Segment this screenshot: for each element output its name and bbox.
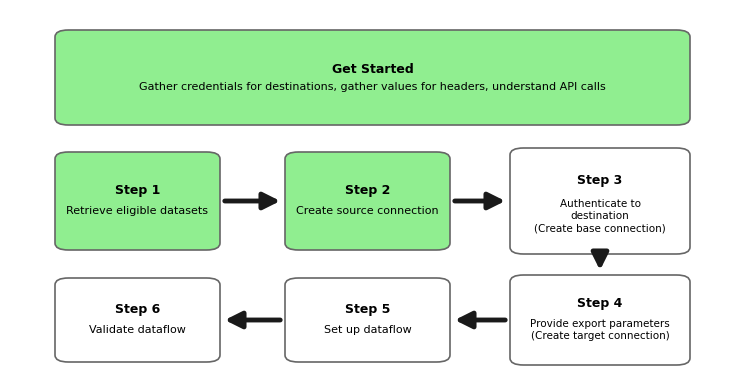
Text: Retrieve eligible datasets: Retrieve eligible datasets	[67, 206, 209, 216]
FancyBboxPatch shape	[285, 278, 450, 362]
Text: Step 4: Step 4	[578, 298, 622, 311]
Text: Step 5: Step 5	[345, 303, 390, 316]
FancyBboxPatch shape	[55, 278, 220, 362]
FancyBboxPatch shape	[55, 152, 220, 250]
Text: Gather credentials for destinations, gather values for headers, understand API c: Gather credentials for destinations, gat…	[140, 82, 606, 93]
FancyBboxPatch shape	[510, 148, 690, 254]
Text: Get Started: Get Started	[332, 63, 413, 76]
Text: Step 6: Step 6	[115, 303, 160, 316]
Text: Step 3: Step 3	[578, 175, 622, 188]
Text: Authenticate to
destination
(Create base connection): Authenticate to destination (Create base…	[534, 199, 666, 233]
Text: Step 1: Step 1	[115, 185, 160, 198]
Text: Validate dataflow: Validate dataflow	[89, 325, 186, 335]
Text: Step 2: Step 2	[345, 185, 390, 198]
FancyBboxPatch shape	[510, 275, 690, 365]
FancyBboxPatch shape	[285, 152, 450, 250]
Text: Provide export parameters
(Create target connection): Provide export parameters (Create target…	[530, 319, 670, 341]
Text: Set up dataflow: Set up dataflow	[324, 325, 411, 335]
FancyBboxPatch shape	[55, 30, 690, 125]
Text: Create source connection: Create source connection	[296, 206, 439, 216]
